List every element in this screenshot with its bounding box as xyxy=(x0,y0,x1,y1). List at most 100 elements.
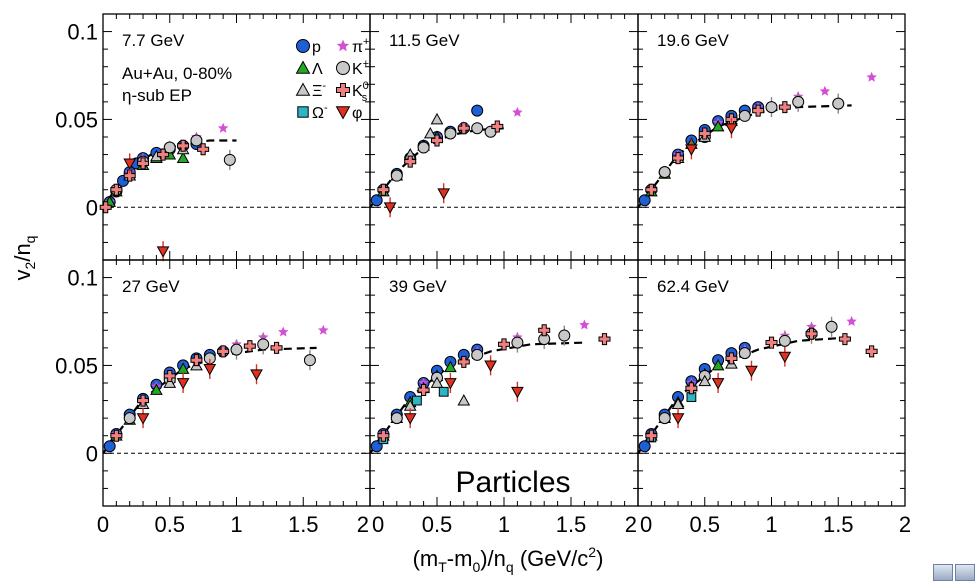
data-point-K0s xyxy=(645,183,658,196)
data-point-φ xyxy=(778,351,792,364)
data-point-Ξ- xyxy=(430,376,444,388)
data-point-π+ xyxy=(579,319,590,330)
data-point-K+ xyxy=(163,141,176,154)
data-point-K0s xyxy=(137,157,150,170)
x-tick-label: 1 xyxy=(230,512,242,537)
data-point-Λ xyxy=(444,360,457,373)
panel-title-6: 62.4 GeV xyxy=(657,277,729,296)
y-tick-label: 0.05 xyxy=(55,107,98,132)
particles-overlay-text: Particles xyxy=(455,466,570,499)
x-tick-label: 0.5 xyxy=(689,512,720,537)
data-point-K+ xyxy=(738,347,751,360)
data-point-π+ xyxy=(217,122,229,133)
x-tick-label: 1 xyxy=(765,512,777,537)
data-point-K+ xyxy=(303,354,316,367)
legend-label-K: K+ xyxy=(352,58,369,78)
x-tick-label: 0.5 xyxy=(154,512,185,537)
data-point-φ xyxy=(484,360,497,372)
data-point-K+ xyxy=(123,412,136,425)
data-point-K+ xyxy=(390,412,403,425)
panel-frame xyxy=(369,13,639,261)
legend-marker-K xyxy=(336,61,350,75)
data-point-π+ xyxy=(866,71,877,82)
data-point-φ xyxy=(745,365,758,378)
data-point-Ω- xyxy=(438,386,449,397)
data-point-K0s xyxy=(457,355,470,368)
data-point-K0s xyxy=(110,429,123,442)
panel-frame xyxy=(637,259,906,507)
nav-previous-button[interactable] xyxy=(933,564,953,581)
data-point-Λ xyxy=(711,119,725,132)
y-tick-label: 0.05 xyxy=(55,353,98,378)
data-point-K+ xyxy=(444,127,457,140)
x-tick-label: 1.5 xyxy=(556,512,587,537)
data-point-K+ xyxy=(765,101,778,114)
data-point-φ xyxy=(203,364,217,376)
data-point-φ xyxy=(136,413,150,425)
data-point-Λ xyxy=(150,383,163,395)
data-point-K+ xyxy=(778,334,791,347)
x-tick-label: 2 xyxy=(899,512,911,537)
data-point-K+ xyxy=(471,348,484,361)
ncq-fit-curve xyxy=(637,104,852,208)
data-point-K0s xyxy=(725,352,738,365)
panel-info-line: η-sub EP xyxy=(122,86,192,105)
data-point-K0s xyxy=(538,324,551,337)
legend-marker-φ xyxy=(335,106,351,120)
ncq-fit-curve xyxy=(637,336,852,454)
data-point-K0s xyxy=(110,183,123,196)
x-tick-label: 2 xyxy=(357,512,369,537)
data-point-K0s xyxy=(417,384,430,397)
panel-frame xyxy=(637,13,906,261)
y-tick-label: 0.1 xyxy=(67,20,98,45)
x-axis-label: (mT-m0)/nq (GeV/c2) xyxy=(413,544,604,575)
data-point-K+ xyxy=(511,336,524,349)
data-point-φ xyxy=(250,369,263,381)
legend-label-π: π+ xyxy=(352,36,369,56)
ncq-fit-curve xyxy=(369,341,585,454)
data-point-K0s xyxy=(865,345,878,358)
panel-3: 19.6 GeV xyxy=(637,13,906,261)
legend-label-p: p xyxy=(312,39,321,56)
legend-label-K: K0 s xyxy=(352,80,369,104)
x-tick-label: 2 xyxy=(625,512,637,537)
navigation-corner[interactable] xyxy=(933,564,977,581)
data-point-φ xyxy=(437,188,451,200)
data-point-p xyxy=(638,194,651,207)
data-point-φ xyxy=(444,378,457,390)
data-point-K+ xyxy=(230,343,243,356)
data-point-Ξ- xyxy=(457,394,471,406)
data-point-φ xyxy=(671,413,685,425)
legend-label-Λ: Λ xyxy=(312,61,323,78)
data-point-φ xyxy=(383,202,397,214)
legend-marker-Ξ xyxy=(295,82,311,96)
data-point-Ξ- xyxy=(698,374,712,387)
panel-title-3: 19.6 GeV xyxy=(657,31,729,50)
data-point-φ xyxy=(511,386,524,399)
data-point-K0s xyxy=(190,354,203,367)
data-point-π+ xyxy=(819,85,831,96)
data-point-Ξ- xyxy=(423,126,437,139)
data-point-K+ xyxy=(190,134,203,147)
data-point-K0s xyxy=(491,120,504,133)
y-tick-label: 0.1 xyxy=(67,266,98,291)
data-point-K+ xyxy=(792,95,805,108)
data-point-p xyxy=(471,104,484,117)
data-point-K0s xyxy=(123,169,136,182)
data-point-φ xyxy=(685,144,698,156)
data-point-p xyxy=(103,440,116,453)
data-point-K+ xyxy=(825,320,838,333)
data-point-K0s xyxy=(457,122,470,135)
data-point-π+ xyxy=(318,324,329,335)
data-point-K+ xyxy=(417,141,430,154)
data-point-K0s xyxy=(377,429,390,442)
data-point-K+ xyxy=(390,169,403,182)
panel-title-2: 11.5 GeV xyxy=(389,31,460,50)
legend-label-Ξ: Ξ- xyxy=(312,80,326,100)
x-tick-label: 0 xyxy=(97,512,109,537)
y-tick-label: 0 xyxy=(86,195,98,220)
nav-next-button[interactable] xyxy=(955,564,975,581)
data-point-K0s xyxy=(163,369,176,382)
data-point-K+ xyxy=(832,97,845,110)
